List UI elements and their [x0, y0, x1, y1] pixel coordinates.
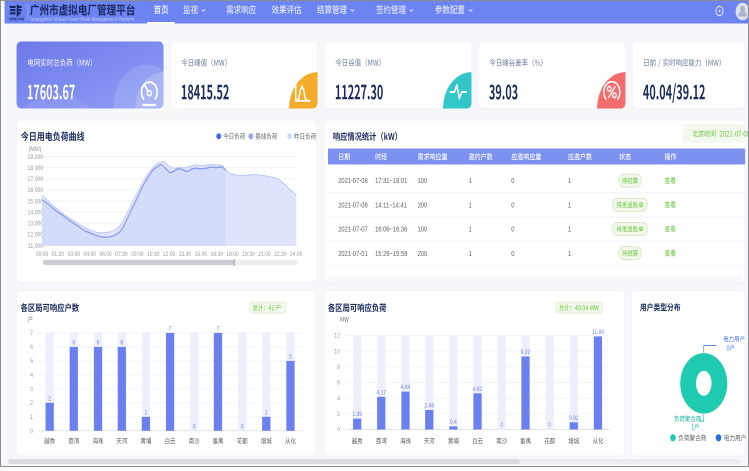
- svg-text:15:00: 15:00: [195, 251, 207, 258]
- svg-text:0: 0: [511, 202, 514, 210]
- svg-text:6: 6: [72, 340, 75, 347]
- svg-text:1: 1: [30, 415, 33, 422]
- svg-text:8: 8: [337, 365, 340, 372]
- svg-text:1: 1: [144, 410, 147, 417]
- svg-text:7: 7: [30, 331, 33, 338]
- svg-text:2021-07-07: 2021-07-07: [338, 226, 368, 234]
- svg-text:5: 5: [289, 354, 292, 361]
- svg-text:2.49: 2.49: [424, 403, 434, 410]
- svg-text:12: 12: [334, 333, 340, 340]
- svg-text:11,000: 11,000: [28, 243, 44, 250]
- svg-text:4: 4: [30, 373, 33, 380]
- svg-text:0: 0: [511, 178, 514, 186]
- svg-text:11.89: 11.89: [592, 329, 604, 336]
- svg-text:1: 1: [568, 178, 571, 186]
- svg-text:12:00: 12:00: [163, 251, 175, 258]
- svg-text:06:00: 06:00: [99, 251, 111, 258]
- svg-text:01:30: 01:30: [52, 251, 64, 258]
- svg-text:7: 7: [217, 326, 220, 333]
- svg-text:07:30: 07:30: [115, 251, 127, 258]
- svg-text:6: 6: [120, 340, 123, 347]
- svg-text:0: 0: [511, 250, 514, 258]
- svg-text:7: 7: [169, 326, 172, 333]
- svg-text:100: 100: [418, 226, 428, 234]
- svg-text:4.84: 4.84: [401, 385, 411, 392]
- svg-text:0.4: 0.4: [450, 419, 458, 426]
- svg-text:0: 0: [241, 424, 244, 431]
- svg-text:6: 6: [30, 345, 33, 352]
- svg-text:2021-07-08: 2021-07-08: [338, 178, 368, 186]
- svg-text:19,000: 19,000: [28, 154, 44, 161]
- svg-text:14:11~14:41: 14:11~14:41: [375, 202, 407, 210]
- svg-text:200: 200: [418, 202, 428, 210]
- svg-text:2021-07-01: 2021-07-01: [338, 250, 368, 258]
- svg-text:18:00: 18:00: [226, 251, 238, 258]
- svg-text:1: 1: [265, 410, 268, 417]
- svg-text:12,000: 12,000: [28, 232, 44, 239]
- svg-text:1: 1: [469, 202, 472, 210]
- svg-text:15:29~15:59: 15:29~15:59: [375, 250, 407, 258]
- svg-text:1: 1: [469, 250, 472, 258]
- svg-text:00:00: 00:00: [36, 251, 48, 258]
- svg-text:10:30: 10:30: [147, 251, 159, 258]
- svg-text:10: 10: [334, 349, 340, 356]
- svg-text:16,000: 16,000: [28, 188, 44, 195]
- svg-text:0: 0: [337, 427, 340, 434]
- svg-text:2: 2: [30, 401, 33, 408]
- svg-text:1: 1: [568, 202, 571, 210]
- svg-text:0: 0: [548, 423, 551, 430]
- svg-text:24:00: 24:00: [290, 251, 302, 258]
- svg-text:17,000: 17,000: [28, 177, 44, 184]
- svg-text:200: 200: [418, 250, 428, 258]
- svg-text:0: 0: [500, 423, 503, 430]
- svg-text:09:00: 09:00: [131, 251, 143, 258]
- svg-text:0: 0: [193, 424, 196, 431]
- svg-text:03:00: 03:00: [68, 251, 80, 258]
- svg-text:1: 1: [469, 226, 472, 234]
- svg-text:16:06~16:36: 16:06~16:36: [375, 226, 407, 234]
- svg-text:0.92: 0.92: [569, 415, 579, 422]
- svg-text:4.17: 4.17: [376, 390, 386, 397]
- svg-text:1.39: 1.39: [352, 412, 362, 419]
- svg-text:0: 0: [30, 429, 33, 436]
- svg-text:0: 0: [511, 226, 514, 234]
- svg-text:13,000: 13,000: [28, 221, 44, 228]
- svg-text:9.32: 9.32: [521, 350, 531, 357]
- svg-text:22:30: 22:30: [274, 251, 286, 258]
- svg-text:2: 2: [48, 396, 51, 403]
- svg-text:6: 6: [97, 340, 100, 347]
- svg-text:5: 5: [30, 359, 33, 366]
- svg-text:3: 3: [30, 387, 33, 394]
- svg-text:14,000: 14,000: [28, 210, 44, 217]
- svg-text:6: 6: [337, 380, 340, 387]
- svg-text:21:00: 21:00: [258, 251, 270, 258]
- svg-text:Guangzhou Virtual Power Plant: Guangzhou Virtual Power Plant Management…: [30, 16, 134, 23]
- svg-text:13:30: 13:30: [179, 251, 191, 258]
- svg-text:1: 1: [568, 250, 571, 258]
- svg-text:2021-07-08: 2021-07-08: [338, 202, 368, 210]
- svg-text:04:30: 04:30: [83, 251, 95, 258]
- svg-text:15,000: 15,000: [28, 199, 44, 206]
- svg-text:16:30: 16:30: [211, 251, 223, 258]
- svg-text:18,000: 18,000: [28, 165, 44, 172]
- svg-text:1: 1: [568, 226, 571, 234]
- svg-text:17:31~18:01: 17:31~18:01: [375, 178, 407, 186]
- svg-text:19:30: 19:30: [242, 251, 254, 258]
- svg-text:4: 4: [337, 396, 340, 403]
- svg-text:1: 1: [469, 178, 472, 186]
- svg-text:(MW): (MW): [29, 147, 42, 154]
- svg-text:2: 2: [337, 412, 340, 419]
- svg-text:100: 100: [418, 178, 428, 186]
- svg-text:4.62: 4.62: [473, 386, 483, 393]
